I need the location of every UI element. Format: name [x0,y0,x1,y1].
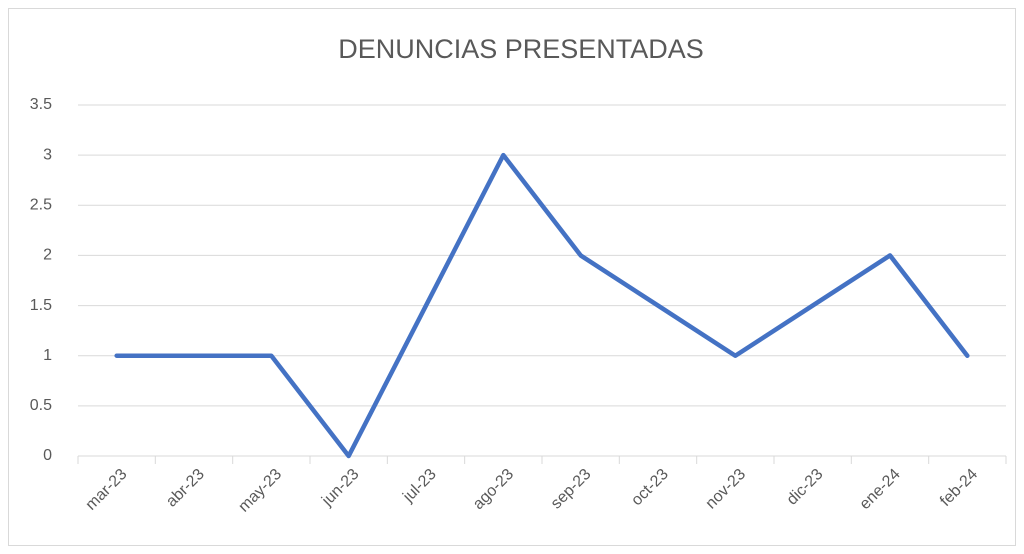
y-tick-label: 2 [43,247,52,264]
y-tick-label: 1 [43,347,52,364]
y-tick-label: 0.5 [30,397,52,414]
data-line [114,152,970,459]
y-tick-label: 3.5 [30,96,52,113]
y-tick-label: 2.5 [30,197,52,214]
y-tick-label: 0 [43,447,52,464]
y-tick-label: 1.5 [30,297,52,314]
chart-title: DENUNCIAS PRESENTADAS [338,34,704,64]
chart-border [8,8,1016,546]
y-tick-label: 3 [43,146,52,163]
